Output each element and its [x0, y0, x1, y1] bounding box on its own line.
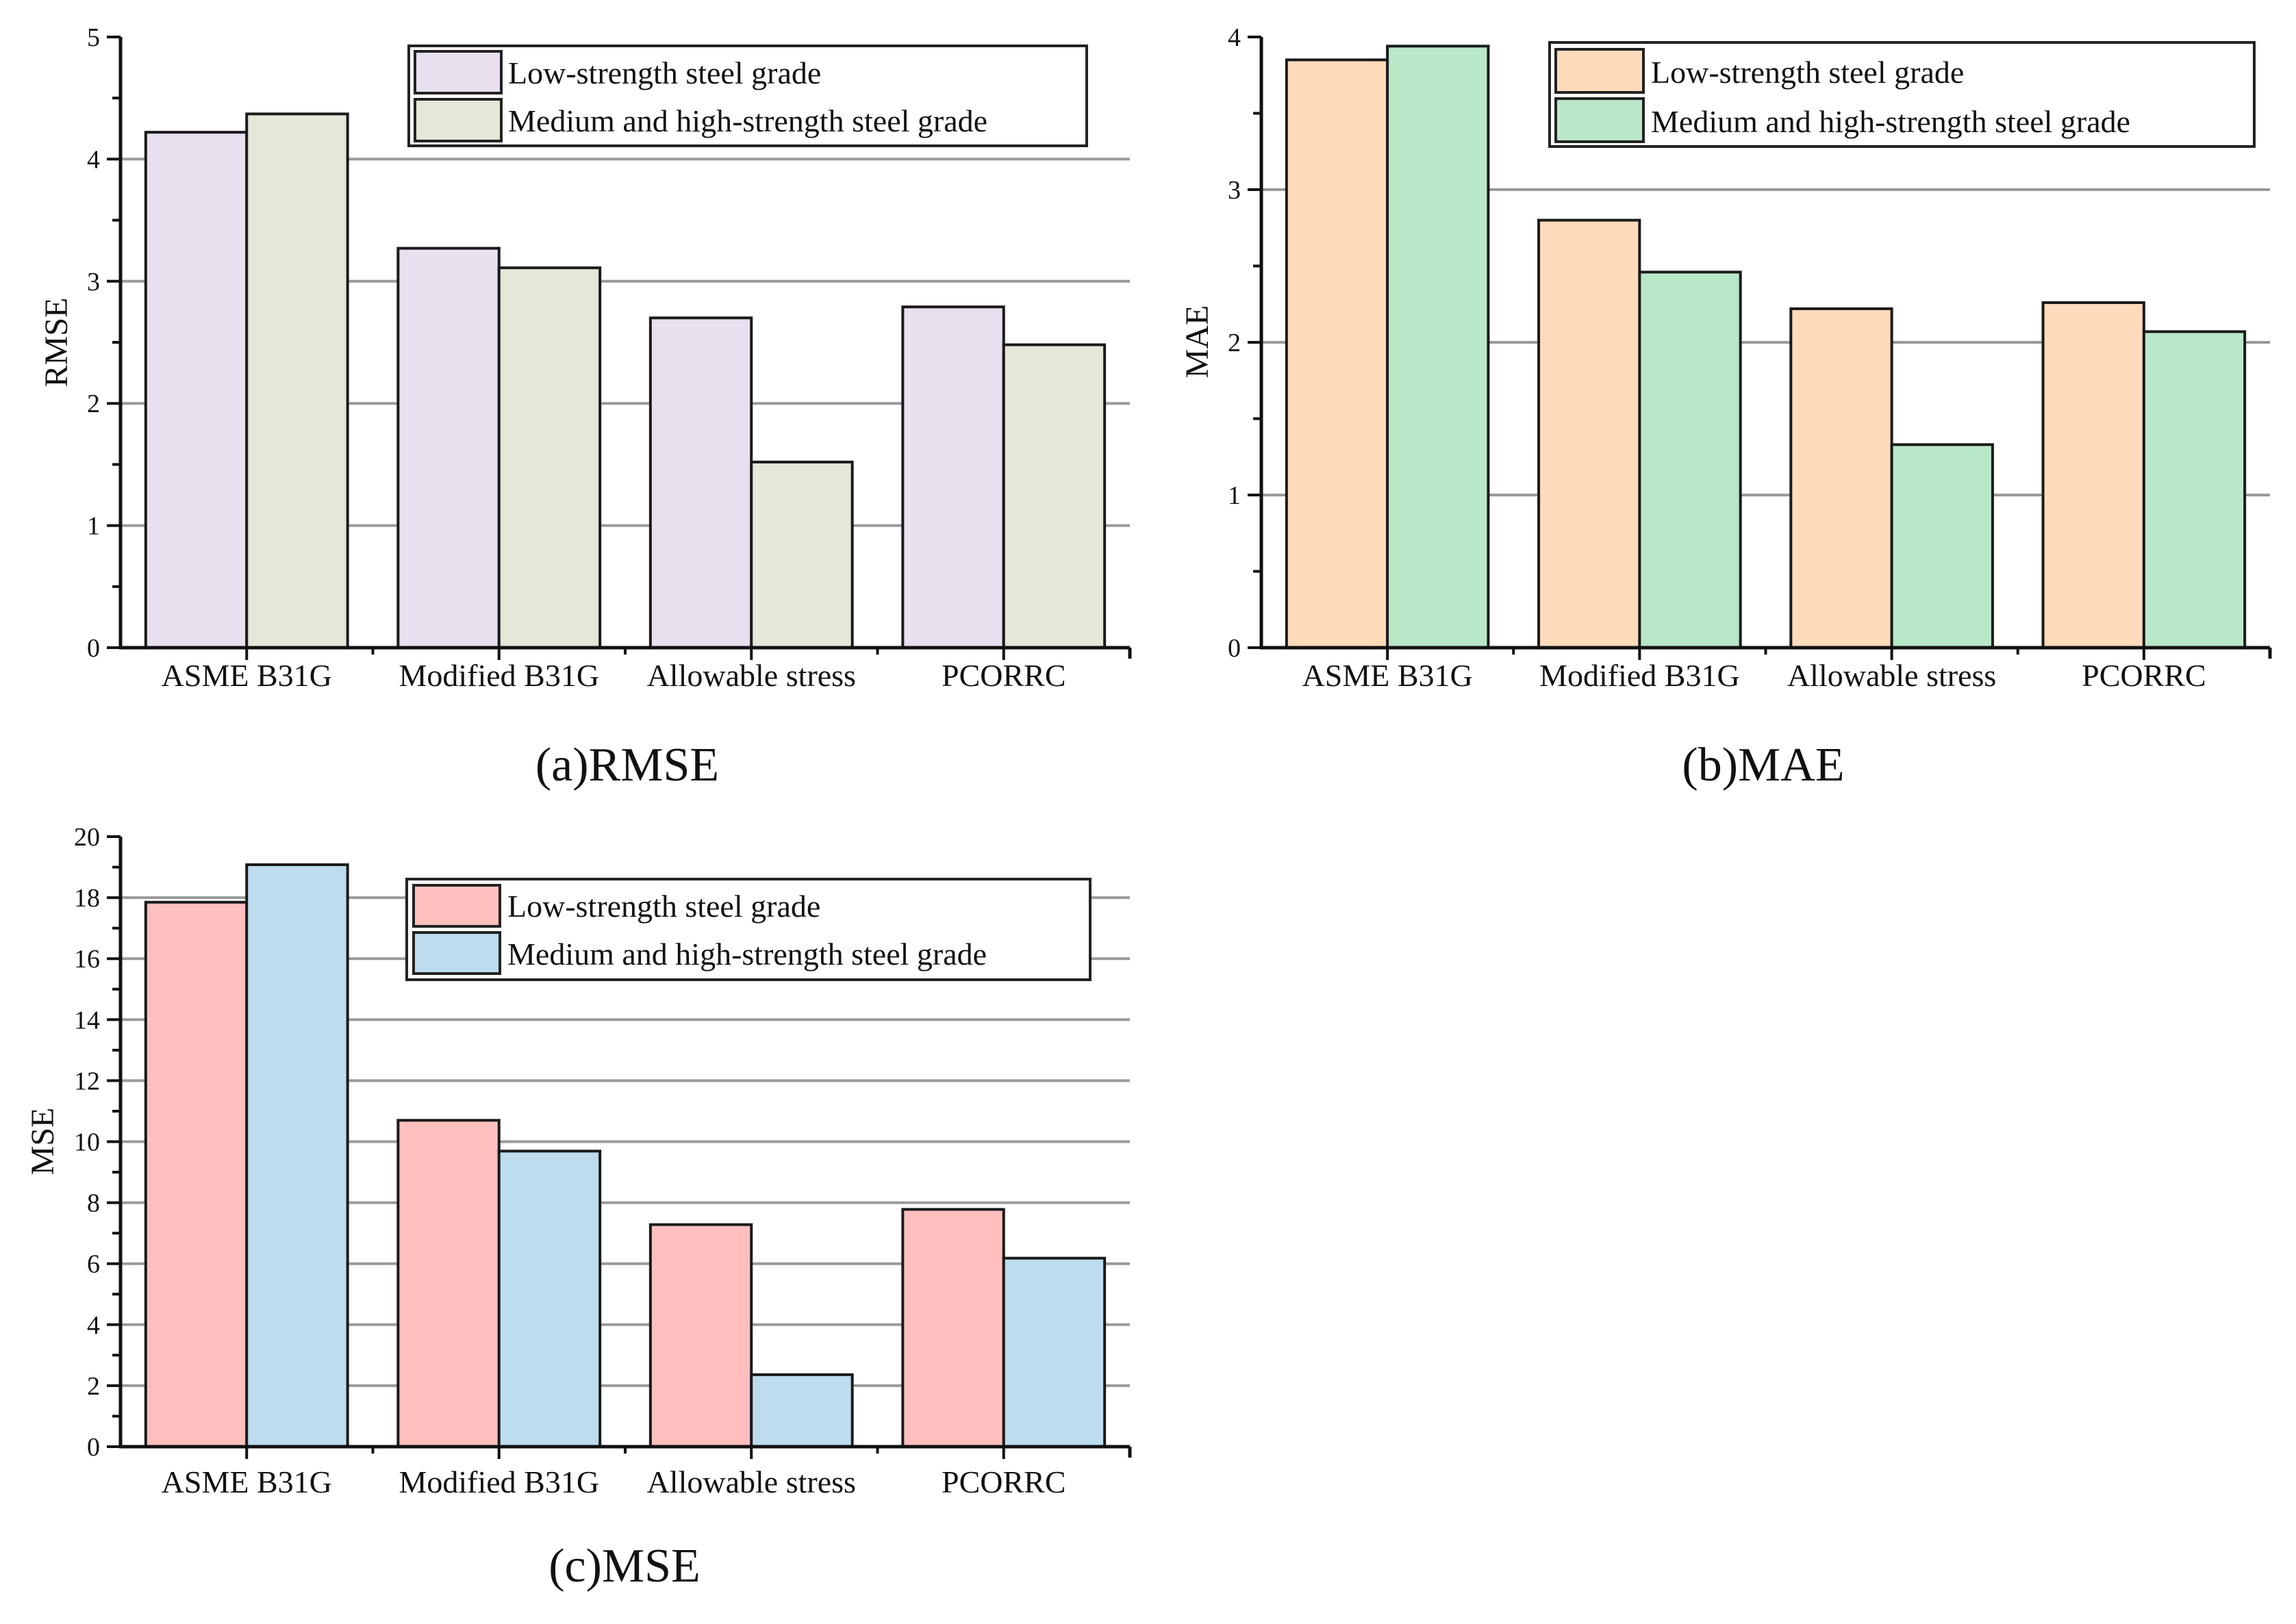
- legend-label-low: Low-strength steel grade: [508, 55, 821, 90]
- bar-low-strength: [1789, 307, 1893, 649]
- y-tick-label: 1: [1228, 481, 1241, 510]
- legend: Low-strength steel grade Medium and high…: [405, 878, 1092, 981]
- bar-medium-high-strength: [750, 1373, 854, 1449]
- y-tick-label: 2: [1228, 329, 1241, 357]
- panel-caption: (a)RMSE: [535, 739, 719, 791]
- x-category-label: Modified B31G: [1539, 658, 1740, 693]
- legend-swatch-high: [414, 98, 503, 142]
- y-tick-label: 4: [1228, 23, 1241, 52]
- bar-medium-high-strength: [1386, 45, 1490, 649]
- y-tick-label: 4: [87, 145, 100, 174]
- y-tick-label: 0: [1228, 634, 1241, 663]
- x-category-labels: ASME B31G Modified B31G Allowable stress PC…: [162, 1464, 1066, 1499]
- x-category-label: ASME B31G: [162, 1464, 332, 1499]
- x-category-label: Allowable stress: [647, 658, 856, 693]
- x-category-label: Allowable stress: [1787, 658, 1996, 693]
- bar-low-strength: [144, 131, 249, 650]
- bar-low-strength: [1285, 58, 1389, 649]
- bar-medium-high-strength: [1002, 343, 1107, 649]
- y-tick-label: 18: [74, 884, 100, 913]
- y-tick-labels: 0 1 2 3 4: [1228, 23, 1241, 663]
- legend-swatch-low: [1554, 48, 1645, 94]
- y-tick-label: 4: [87, 1311, 100, 1340]
- axes: [1248, 36, 2272, 660]
- bar-medium-high-strength: [1002, 1256, 1107, 1449]
- legend-label-low: Low-strength steel grade: [507, 889, 820, 924]
- bar-medium-high-strength: [245, 863, 349, 1448]
- y-tick-label: 16: [74, 945, 100, 974]
- bars: [144, 112, 1107, 650]
- legend-box: [1548, 41, 2256, 148]
- bar-medium-high-strength: [245, 112, 349, 649]
- legend-label-low: Low-strength steel grade: [1651, 55, 1964, 90]
- axes: [107, 835, 1132, 1459]
- x-category-label: PCORRC: [2082, 658, 2206, 693]
- legend-box: [405, 878, 1092, 981]
- legend-swatch-low: [412, 884, 501, 928]
- y-tick-labels: 0 1 2 3 4 5: [87, 23, 100, 663]
- x-category-label: PCORRC: [942, 658, 1066, 693]
- y-tick-label: 0: [87, 634, 100, 663]
- y-tick-label: 10: [74, 1128, 100, 1157]
- x-category-label: ASME B31G: [1302, 658, 1473, 693]
- bars: [144, 863, 1107, 1449]
- chart-mse: 0 2 4 6 8 10 12 14 16 18 20 ASME B31G Modified B31G…: [25, 823, 1132, 1593]
- y-tick-label: 2: [87, 390, 100, 418]
- y-tick-label: 2: [87, 1372, 100, 1401]
- bar-low-strength: [396, 246, 501, 649]
- legend: Low-strength steel grade Medium and high…: [1548, 41, 2256, 148]
- bar-low-strength: [396, 1119, 501, 1448]
- bar-low-strength: [2041, 301, 2145, 649]
- y-axis-title: RMSE: [38, 298, 75, 388]
- y-tick-labels: 0 2 4 6 8 10 12 14 16 18 20: [74, 823, 100, 1462]
- bar-medium-high-strength: [497, 1150, 602, 1449]
- chart-mae: 0 1 2 3 4 ASME B31G Modified B31G Allowable st…: [1179, 23, 2272, 791]
- x-category-label: ASME B31G: [162, 658, 332, 693]
- y-tick-label: 0: [87, 1433, 100, 1462]
- y-tick-label: 6: [87, 1250, 100, 1279]
- y-tick-label: 20: [74, 823, 100, 852]
- panel-caption: (b)MAE: [1682, 739, 1844, 791]
- legend-swatch-high: [1554, 97, 1645, 143]
- y-tick-label: 12: [74, 1067, 100, 1095]
- y-tick-label: 3: [87, 268, 100, 296]
- bar-low-strength: [901, 1208, 1005, 1448]
- panel-caption: (c)MSE: [548, 1540, 701, 1593]
- x-category-labels: ASME B31G Modified B31G Allowable stress PC…: [1302, 658, 2206, 693]
- bar-medium-high-strength: [1638, 270, 1742, 650]
- y-tick-label: 3: [1228, 176, 1241, 205]
- bar-low-strength: [901, 305, 1005, 649]
- legend-label-high: Medium and high-strength steel grade: [1651, 104, 2130, 139]
- y-axis-title: MSE: [25, 1108, 61, 1176]
- bar-low-strength: [648, 316, 753, 649]
- chart-rmse: 0 1 2 3 4 5 ASME B31G Modified B31G Allowable s…: [38, 23, 1132, 791]
- legend-swatch-low: [414, 50, 503, 94]
- x-category-label: Allowable stress: [647, 1464, 856, 1499]
- y-tick-label: 1: [87, 512, 100, 541]
- y-tick-label: 14: [74, 1006, 100, 1035]
- bar-medium-high-strength: [2142, 330, 2247, 649]
- bars: [1285, 45, 2247, 650]
- y-tick-label: 8: [87, 1189, 100, 1218]
- x-category-labels: ASME B31G Modified B31G Allowable stress PC…: [162, 658, 1066, 693]
- bar-medium-high-strength: [750, 460, 854, 649]
- axes: [107, 36, 1132, 660]
- bar-low-strength: [144, 900, 249, 1448]
- legend-label-high: Medium and high-strength steel grade: [507, 937, 987, 972]
- bar-low-strength: [1537, 218, 1641, 650]
- legend-swatch-high: [412, 931, 501, 975]
- legend-label-high: Medium and high-strength steel grade: [508, 103, 987, 138]
- x-category-label: Modified B31G: [399, 658, 599, 693]
- legend: Low-strength steel grade Medium and high…: [407, 45, 1088, 147]
- y-axis-title: MAE: [1179, 305, 1215, 379]
- bar-medium-high-strength: [1890, 443, 1994, 649]
- x-category-label: PCORRC: [942, 1464, 1066, 1499]
- y-tick-label: 5: [87, 23, 100, 52]
- bar-medium-high-strength: [497, 266, 602, 649]
- bar-low-strength: [648, 1223, 753, 1449]
- legend-box: [407, 45, 1088, 147]
- x-category-label: Modified B31G: [399, 1464, 599, 1499]
